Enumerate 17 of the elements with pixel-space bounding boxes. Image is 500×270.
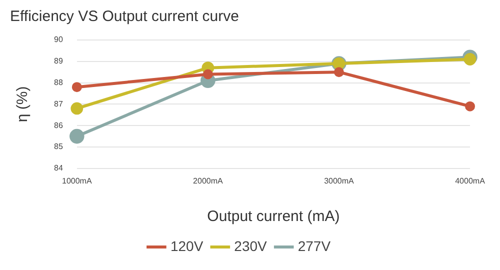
chart-title: Efficiency VS Output current curve xyxy=(10,8,239,26)
legend-label: 120V xyxy=(170,238,204,254)
y-tick-label: 89 xyxy=(54,56,64,66)
x-tick-label: 1000mA xyxy=(62,176,92,186)
x-tick-label: 3000mA xyxy=(324,176,355,186)
x-axis-title: Output current (mA) xyxy=(207,208,340,226)
legend-label: 277V xyxy=(298,238,332,254)
y-tick-label: 90 xyxy=(54,35,64,44)
y-tick-label: 85 xyxy=(54,142,64,152)
y-tick-label: 86 xyxy=(54,120,64,130)
x-tick-label: 2000mA xyxy=(193,176,224,186)
y-axis-title: η (%) xyxy=(14,86,32,122)
y-tick-label: 88 xyxy=(54,78,64,88)
y-tick-label: 87 xyxy=(54,99,64,108)
legend-label: 230V xyxy=(234,238,268,254)
y-tick-label: 84 xyxy=(54,164,64,173)
x-tick-label: 4000mA xyxy=(455,176,486,186)
